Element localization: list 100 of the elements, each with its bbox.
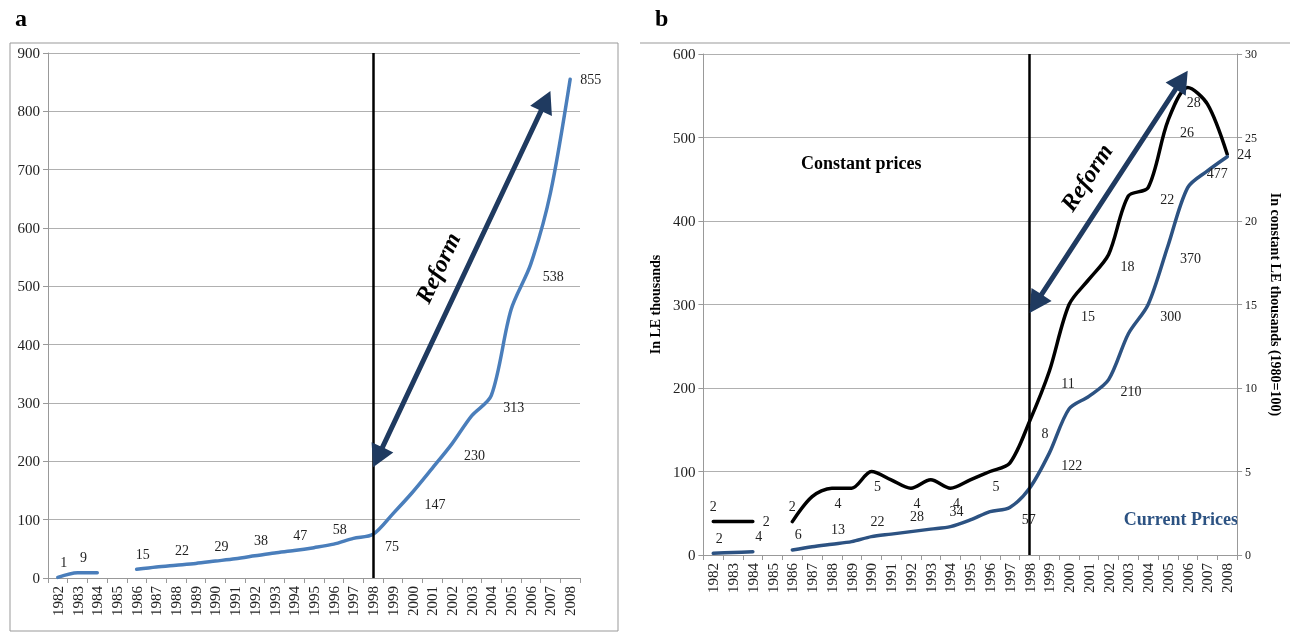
data-label: 2 <box>709 499 717 515</box>
x-tick-label: 1990 <box>207 586 224 616</box>
x-tick-label: 2003 <box>463 586 480 616</box>
data-label: 8 <box>1041 425 1049 441</box>
data-label: 5 <box>992 479 1000 494</box>
x-tick-label: 1987 <box>148 585 165 616</box>
y-axis-title: In LE thousands <box>647 254 663 355</box>
x-tick-label: 2007 <box>1199 562 1216 593</box>
x-tick-label: 1982 <box>49 586 66 616</box>
y-tick-label: 900 <box>17 45 40 61</box>
y-tick-label: 700 <box>17 161 40 178</box>
x-tick-label: 1984 <box>89 585 106 616</box>
x-tick-label: 1992 <box>246 586 263 616</box>
data-label: 29 <box>214 538 229 554</box>
x-tick-label: 1996 <box>325 585 342 616</box>
x-tick-label: 1991 <box>227 586 244 616</box>
y2-tick-label: 5 <box>1245 464 1252 479</box>
y2-tick-label: 30 <box>1245 47 1258 61</box>
x-tick-label: 1988 <box>168 586 185 616</box>
y2-tick-label: 10 <box>1245 381 1258 395</box>
x-tick-label: 2005 <box>503 586 520 616</box>
chart-title: a <box>15 5 27 31</box>
y-tick-label: 400 <box>672 213 696 229</box>
x-tick-label: 1995 <box>962 563 979 593</box>
x-tick-label: 1989 <box>187 586 204 616</box>
x-tick-label: 1997 <box>345 585 362 616</box>
y-tick-label: 300 <box>17 395 40 411</box>
data-label: 147 <box>424 496 446 512</box>
data-label: 58 <box>332 521 347 537</box>
x-tick-label: 1993 <box>922 563 939 593</box>
x-tick-label: 1999 <box>384 586 401 616</box>
x-tick-label: 1982 <box>705 563 722 593</box>
x-tick-label: 1998 <box>1021 563 1038 593</box>
x-tick-label: 2002 <box>1100 563 1117 593</box>
chart-title: b <box>655 5 669 31</box>
x-tick-label: 2005 <box>1159 563 1176 593</box>
data-label: 38 <box>253 533 268 549</box>
y-tick-label: 600 <box>672 46 696 62</box>
data-label: 4 <box>755 529 763 545</box>
y-tick-label: 400 <box>17 336 40 353</box>
text: Current Prices <box>1123 508 1238 529</box>
data-label: 210 <box>1120 384 1142 400</box>
x-tick-label: 1983 <box>725 563 742 593</box>
data-label: 15 <box>135 546 150 562</box>
x-tick-label: 1995 <box>306 586 322 616</box>
x-tick-label: 1989 <box>843 563 860 593</box>
data-label: 4 <box>834 495 842 511</box>
y2-tick-label: 15 <box>1245 297 1258 312</box>
data-label: 9 <box>80 550 88 566</box>
x-tick-label: 1985 <box>108 586 125 616</box>
data-label: 47 <box>293 528 308 544</box>
x-tick-label: 2008 <box>1219 563 1236 593</box>
data-label: 5 <box>873 479 881 494</box>
x-tick-label: 1985 <box>764 563 781 593</box>
x-tick-label: 1990 <box>863 563 880 593</box>
y-tick-label: 800 <box>17 103 40 120</box>
data-label: 26 <box>1179 125 1194 141</box>
x-tick-label: 2003 <box>1120 563 1137 593</box>
data-label: 22 <box>870 514 885 530</box>
x-tick-label: 2001 <box>1080 563 1097 593</box>
x-tick-label: 1997 <box>1001 562 1018 593</box>
data-label: 122 <box>1061 457 1083 473</box>
x-tick-label: 2008 <box>562 586 579 616</box>
x-tick-label: 2004 <box>1140 562 1157 593</box>
x-tick-label: 2004 <box>483 585 500 616</box>
data-label: 28 <box>909 509 924 525</box>
x-tick-label: 1998 <box>365 586 382 616</box>
x-tick-label: 1983 <box>69 586 86 616</box>
x-tick-label: 2000 <box>404 586 421 616</box>
x-tick-label: 1991 <box>883 563 900 593</box>
x-tick-label: 1984 <box>744 562 761 593</box>
text: Constant prices <box>801 153 922 174</box>
x-tick-label: 1988 <box>823 563 840 593</box>
y-tick-label: 0 <box>687 547 696 563</box>
data-label: 22 <box>175 542 190 558</box>
x-tick-label: 1993 <box>266 586 283 616</box>
x-tick-label: 2006 <box>522 585 539 616</box>
y2-tick-label: 25 <box>1245 130 1258 145</box>
x-tick-label: 1994 <box>286 585 303 616</box>
y-tick-label: 0 <box>32 570 40 586</box>
x-tick-label: 2002 <box>443 586 460 616</box>
data-label: 1 <box>60 554 68 570</box>
x-tick-label: 2006 <box>1179 562 1196 593</box>
data-label: 2 <box>788 499 796 515</box>
data-label: 855 <box>580 71 602 87</box>
x-tick-label: 1996 <box>982 562 999 593</box>
data-label: 22 <box>1160 192 1175 208</box>
data-label: 313 <box>503 399 525 415</box>
data-label: 4 <box>913 495 921 511</box>
y-tick-label: 500 <box>17 278 40 295</box>
data-label: 75 <box>385 538 400 554</box>
y2-tick-label: 0 <box>1245 548 1252 562</box>
x-tick-label: 1986 <box>128 585 145 616</box>
y-tick-label: 100 <box>672 463 696 480</box>
y-tick-label: 600 <box>17 220 40 236</box>
y-tick-label: 200 <box>672 380 696 396</box>
y2-axis-title: In constant LE thousands (1980=100) <box>1266 192 1283 417</box>
data-label: 24 <box>1237 146 1252 162</box>
data-label: 538 <box>542 268 564 284</box>
y2-tick-label: 20 <box>1245 214 1258 228</box>
